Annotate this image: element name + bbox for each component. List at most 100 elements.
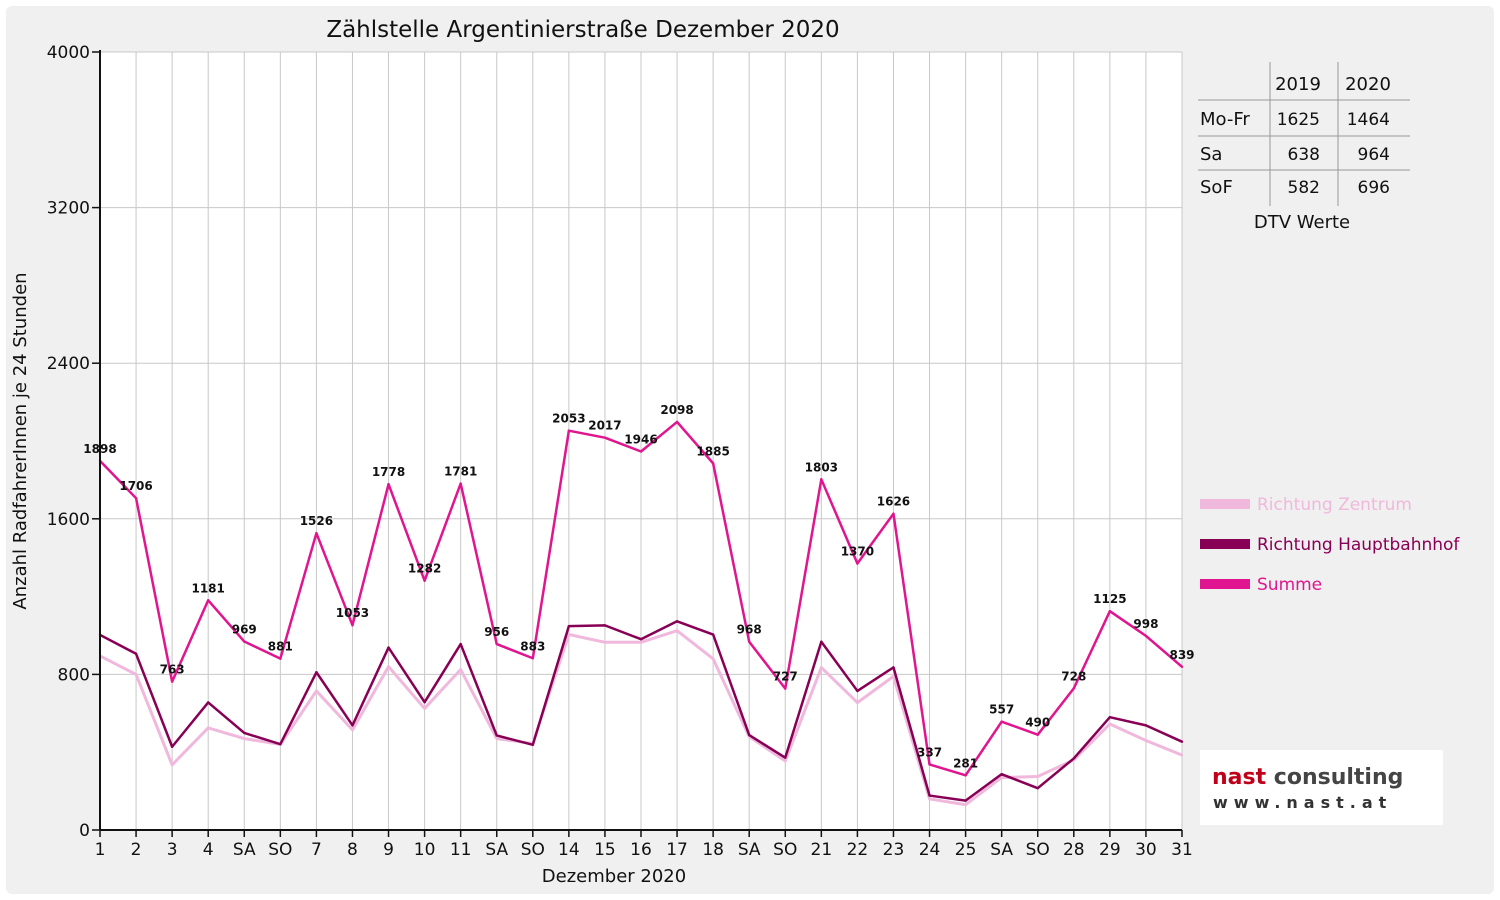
- data-point: [315, 671, 318, 674]
- x-tick-label: 11: [450, 840, 472, 860]
- data-point: [1108, 609, 1112, 613]
- data-point: [134, 673, 138, 676]
- data-point: [603, 624, 607, 627]
- dtv-cell: 638: [1288, 145, 1320, 165]
- data-point: [784, 687, 787, 690]
- x-tick-label: 22: [847, 840, 869, 860]
- data-label: 1181: [191, 581, 224, 595]
- data-point: [207, 726, 210, 730]
- data-point: [856, 562, 859, 565]
- data-point: [170, 763, 174, 767]
- data-point: [243, 640, 246, 643]
- data-point: [1000, 776, 1003, 779]
- data-point: [856, 701, 859, 704]
- data-label: 998: [1133, 617, 1158, 631]
- data-label: 956: [484, 625, 509, 639]
- data-point: [711, 657, 715, 661]
- data-point: [1036, 786, 1039, 790]
- data-point: [279, 743, 282, 746]
- x-tick-label: 1: [95, 840, 106, 860]
- y-tick-label: 3200: [47, 199, 90, 219]
- data-point: [495, 737, 498, 740]
- x-tick-label: SO: [521, 840, 545, 860]
- x-tick-label: 30: [1135, 840, 1157, 860]
- x-tick-label: SO: [268, 840, 292, 860]
- data-point: [1144, 739, 1148, 742]
- data-label: 2053: [552, 412, 585, 426]
- legend-swatch: [1200, 579, 1250, 589]
- data-point: [531, 657, 534, 660]
- dtv-row-label: Sa: [1200, 144, 1222, 165]
- data-label: 883: [520, 639, 545, 653]
- data-point: [134, 652, 138, 655]
- data-point: [1108, 722, 1112, 726]
- data-label: 1778: [372, 465, 405, 479]
- data-point: [1180, 740, 1184, 743]
- legend-label: Richtung Zentrum: [1257, 495, 1412, 515]
- data-point: [170, 680, 174, 683]
- dtv-cell: 1625: [1277, 110, 1320, 130]
- data-point: [1108, 715, 1112, 719]
- chart-title: Zählstelle Argentinierstraße Dezember 20…: [326, 17, 839, 43]
- y-tick-label: 2400: [47, 354, 90, 374]
- x-tick-label: 2: [131, 840, 142, 860]
- data-point: [1036, 775, 1039, 778]
- data-label: 1946: [624, 433, 657, 447]
- data-label: 1898: [83, 442, 116, 456]
- x-axis-title: Dezember 2020: [542, 866, 686, 887]
- x-tick-label: 17: [666, 840, 688, 860]
- data-point: [892, 675, 895, 678]
- data-point: [567, 624, 571, 628]
- data-point: [423, 707, 426, 710]
- data-label: 839: [1169, 648, 1194, 662]
- data-point: [567, 429, 571, 432]
- x-tick-label: 8: [347, 840, 358, 860]
- company-logo: nast consulting www.nast.at: [1200, 750, 1443, 825]
- data-point: [928, 794, 931, 797]
- x-tick-label: 4: [203, 840, 214, 860]
- data-point: [964, 799, 967, 802]
- x-tick-label: 7: [311, 840, 322, 860]
- dtv-cell: 696: [1358, 178, 1390, 198]
- data-point: [459, 642, 462, 646]
- legend-label: Richtung Hauptbahnhof: [1257, 535, 1460, 555]
- data-point: [711, 462, 715, 465]
- x-tick-label: 18: [702, 840, 724, 860]
- x-tick-label: 24: [919, 840, 941, 860]
- data-label: 1370: [841, 545, 874, 559]
- data-point: [784, 756, 787, 759]
- data-label: 337: [917, 745, 942, 759]
- data-label: 281: [953, 756, 978, 770]
- x-tick-label: SO: [773, 840, 797, 860]
- logo-text: nast consulting: [1212, 765, 1403, 790]
- data-labels: 1898 1706 763 1181 969 881 1526 1053 1778 1282 178…: [83, 403, 1194, 770]
- data-label: 557: [989, 703, 1014, 717]
- data-point: [243, 731, 246, 735]
- data-point: [892, 666, 895, 669]
- data-point: [675, 629, 679, 632]
- data-point: [1144, 634, 1148, 638]
- data-label: 490: [1025, 716, 1050, 730]
- data-point: [964, 803, 967, 806]
- data-point: [387, 482, 390, 486]
- data-label: 969: [232, 623, 257, 637]
- x-tick-label: 28: [1063, 840, 1085, 860]
- data-label: 1282: [408, 562, 441, 576]
- data-point: [351, 728, 354, 732]
- dtv-table: 2019 2020 Mo-Fr 1625 1464 Sa 638 964 SoF…: [1198, 62, 1410, 233]
- x-tick-label: 9: [383, 840, 394, 860]
- x-tick-label: 3: [167, 840, 178, 860]
- x-tick-label: 10: [414, 840, 436, 860]
- dtv-cell: 1464: [1347, 110, 1390, 130]
- dtv-cell: 964: [1358, 145, 1390, 165]
- data-point: [567, 633, 571, 636]
- y-tick-label: 1600: [47, 510, 90, 530]
- data-point: [315, 689, 318, 693]
- data-point: [495, 642, 498, 646]
- dtv-header-2019: 2019: [1275, 74, 1321, 95]
- data-point: [820, 640, 823, 643]
- x-tick-label: 29: [1099, 840, 1121, 860]
- data-point: [675, 620, 679, 623]
- data-point: [1144, 724, 1148, 727]
- data-point: [639, 641, 643, 644]
